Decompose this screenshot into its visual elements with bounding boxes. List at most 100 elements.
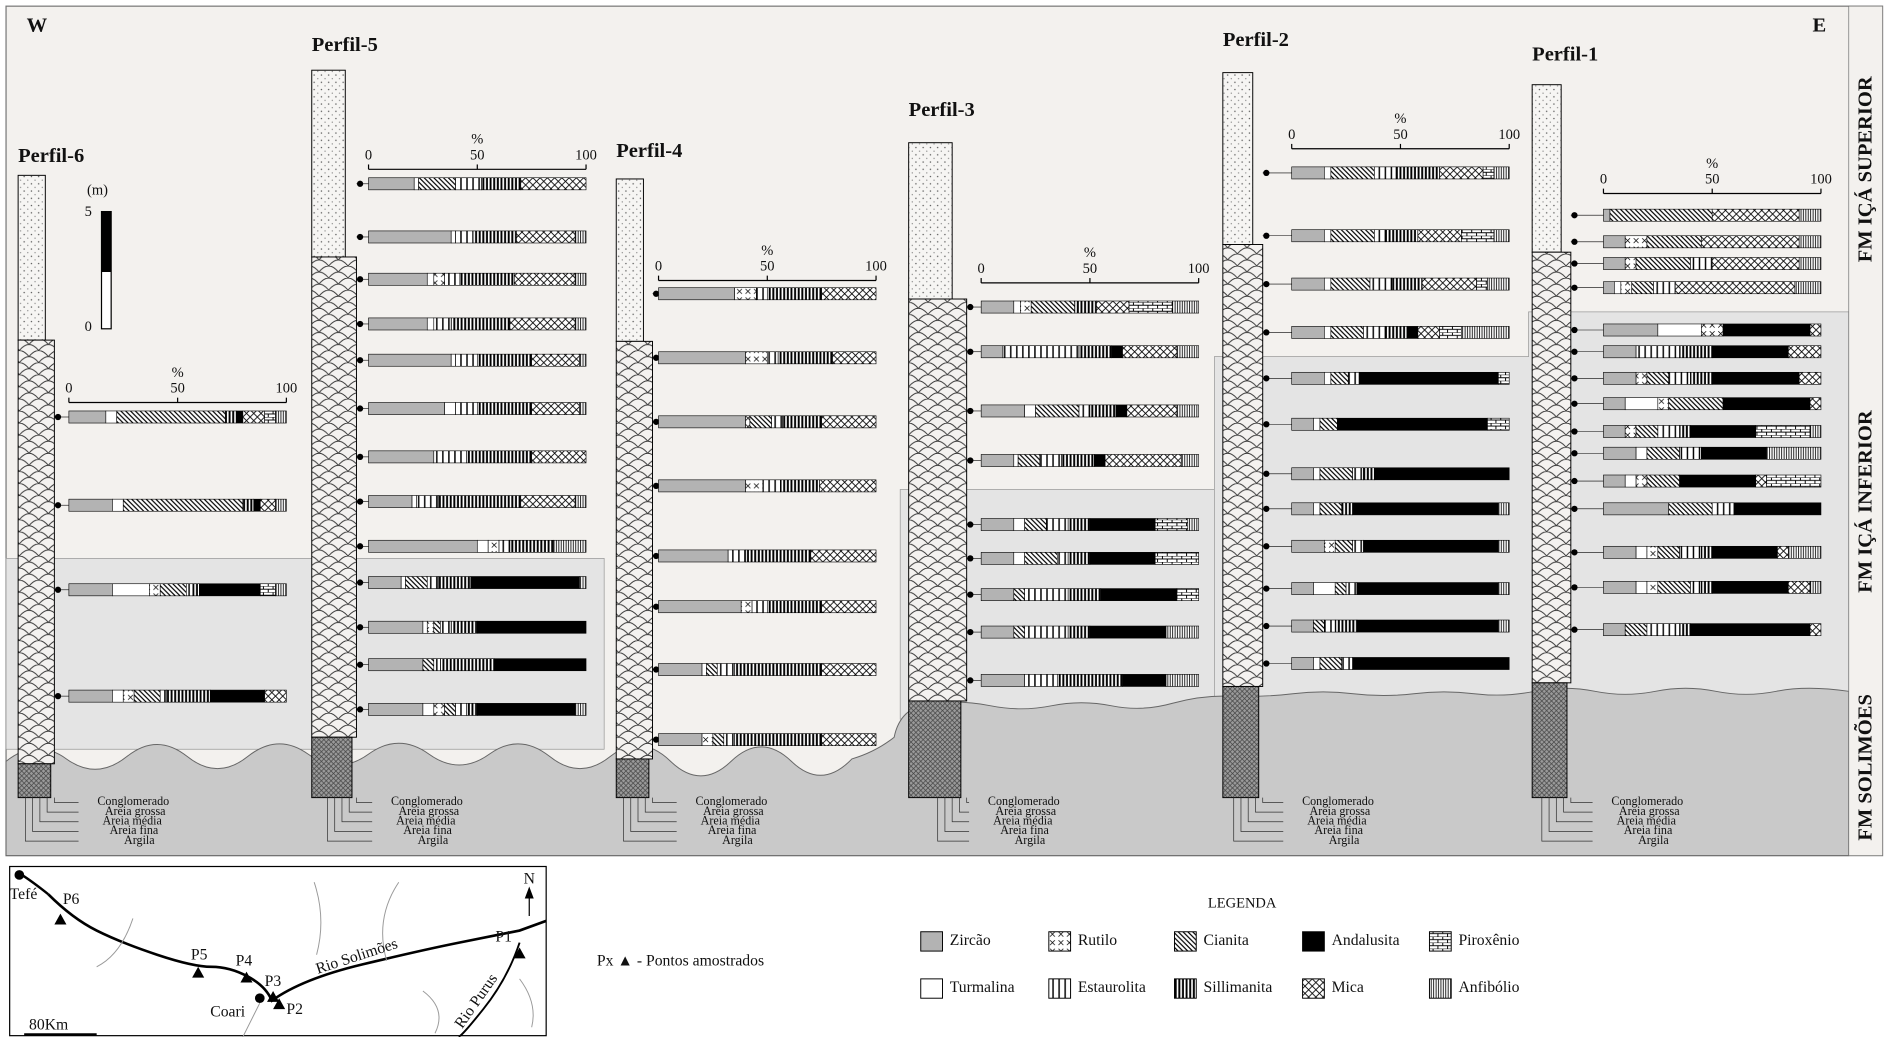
mineral-segment <box>1809 623 1822 637</box>
mineral-segment <box>579 353 587 367</box>
axis-label: % <box>1706 156 1718 172</box>
mineral-segment <box>253 498 261 512</box>
mineral-segment <box>1363 326 1386 339</box>
sample-dot <box>1571 450 1578 457</box>
mineral-segment <box>980 625 1015 639</box>
sample-dot <box>1263 543 1270 550</box>
mineral-segment <box>440 620 452 634</box>
mineral-segment <box>745 479 764 493</box>
mineral-segment <box>1345 582 1358 595</box>
mineral-segment <box>734 663 822 676</box>
sample-dot <box>1263 585 1270 592</box>
mineral-segment <box>1603 623 1626 637</box>
mineral-segment <box>1603 425 1626 438</box>
mineral-segment <box>1498 539 1510 553</box>
mineral-segment <box>1668 397 1724 411</box>
sample-dot <box>967 628 974 636</box>
legend-swatch <box>1174 931 1197 952</box>
grain-size-tick <box>652 797 677 803</box>
mineral-segment <box>745 415 751 429</box>
mineral-segment <box>1690 425 1757 438</box>
mineral-segment <box>1154 518 1189 531</box>
mineral-segment <box>494 658 587 672</box>
sample-dot <box>652 603 660 610</box>
mineral-segment <box>1603 281 1615 295</box>
mineral-segment <box>1324 229 1332 243</box>
mineral-segment <box>1679 545 1702 559</box>
grain-size-label: Argila <box>124 833 155 847</box>
mineral-segment <box>509 317 576 331</box>
mineral-segment <box>1653 281 1676 295</box>
sample-dot <box>652 354 660 361</box>
legend-swatch <box>1174 978 1197 999</box>
mineral-segment <box>1690 581 1702 594</box>
mineral-segment <box>1330 229 1375 243</box>
sample-dot <box>1571 505 1578 512</box>
mineral-segment <box>433 620 441 634</box>
mineral-segment <box>980 345 1004 359</box>
mineral-segment <box>433 658 441 672</box>
column-upper <box>615 178 644 342</box>
mineral-segment <box>1609 208 1713 222</box>
mineral-segment <box>186 583 194 597</box>
sample-dot <box>356 543 364 550</box>
mineral-segment <box>225 410 237 424</box>
sample-dot <box>1571 212 1578 219</box>
profile-title: Perfil-2 <box>1223 29 1289 51</box>
mineral-segment <box>1624 425 1637 438</box>
mineral-segment <box>766 287 822 301</box>
mineral-segment <box>275 583 287 597</box>
mineral-segment <box>1291 417 1314 431</box>
mineral-segment <box>574 317 587 331</box>
mineral-segment <box>1482 166 1495 180</box>
column-sand <box>908 298 968 702</box>
mineral-segment <box>1421 277 1477 291</box>
sample-dot <box>652 290 660 297</box>
sample-dot <box>1263 280 1270 288</box>
axis-label: % <box>1394 111 1406 127</box>
mineral-segment <box>437 495 522 508</box>
mineral-segment <box>1024 404 1036 418</box>
mineral-segment <box>1089 404 1117 418</box>
mineral-segment <box>159 689 168 703</box>
mineral-segment <box>810 549 877 563</box>
sample-dot <box>356 579 364 586</box>
grain-size-tick <box>1255 797 1284 813</box>
mineral-segment <box>579 402 587 415</box>
mineral-segment <box>1809 323 1822 337</box>
mineral-segment <box>1291 657 1314 670</box>
mineral-segment <box>1679 623 1691 637</box>
mineral-segment <box>242 410 265 424</box>
legend-label: Piroxênio <box>1458 932 1519 949</box>
mineral-segment <box>1603 446 1637 460</box>
mineral-segment <box>1498 619 1510 633</box>
mineral-segment <box>1291 582 1314 595</box>
sample-dot <box>1263 505 1270 512</box>
mineral-segment <box>1334 582 1347 595</box>
mineral-segment <box>368 495 413 508</box>
mineral-segment <box>368 353 452 367</box>
mineral-segment <box>1476 277 1488 291</box>
place-label: P1 <box>495 928 512 945</box>
legend-swatch <box>1048 978 1072 999</box>
mineral-segment <box>1291 619 1314 633</box>
mineral-segment <box>1291 371 1325 385</box>
sample-dot <box>1571 549 1578 556</box>
mineral-segment <box>1176 588 1199 601</box>
mineral-segment <box>1711 581 1789 594</box>
place-label: Tefé <box>10 886 38 903</box>
mineral-segment <box>455 402 478 415</box>
mineral-segment <box>1498 582 1510 595</box>
axis-tick-label: 50 <box>760 258 775 274</box>
grain-size-tick <box>25 797 79 842</box>
mineral-segment <box>1347 371 1360 385</box>
mineral-segment <box>405 576 428 589</box>
legend-label: Mica <box>1332 979 1364 996</box>
mineral-segment <box>716 663 735 676</box>
sample-dot <box>967 521 974 528</box>
sample-dot <box>1263 232 1270 239</box>
mineral-segment <box>1439 166 1484 180</box>
mineral-segment <box>1067 588 1102 601</box>
mineral-segment <box>509 539 554 553</box>
